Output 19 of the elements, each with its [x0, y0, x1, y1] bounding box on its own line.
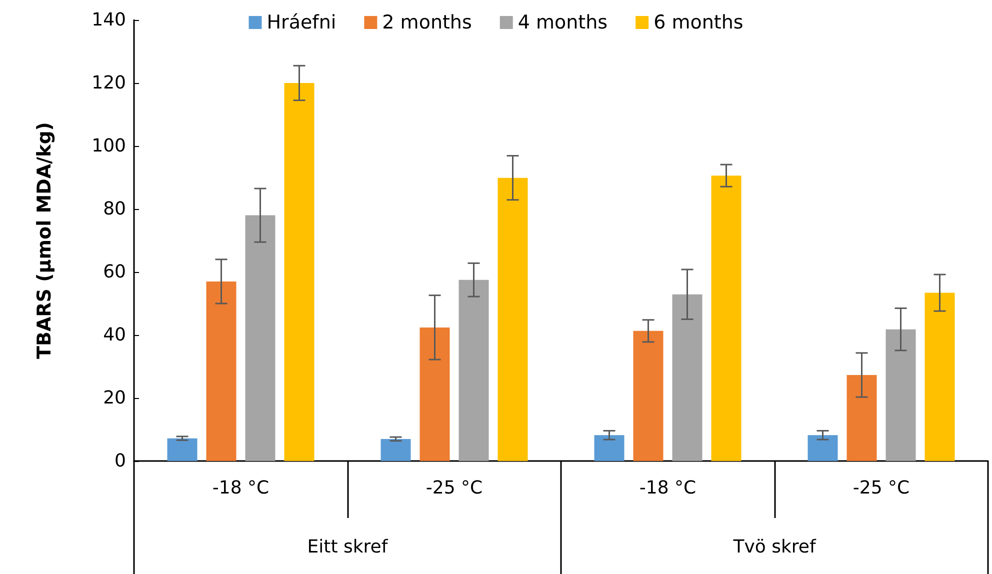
x-tick-label: -18 °C [639, 478, 696, 498]
y-tick-label: 0 [114, 450, 126, 472]
y-tick-label: 40 [103, 324, 126, 346]
legend-label: 6 months [654, 12, 744, 34]
legend-label: 2 months [382, 12, 472, 34]
y-tick-label: 20 [103, 388, 126, 408]
x-tick-label: -25 °C [426, 478, 483, 498]
y-axis-title: TBARS (µmol MDA/kg) [34, 122, 56, 359]
x-tick-label: -25 °C [852, 478, 910, 498]
y-tick-label: 140 [92, 10, 126, 30]
y-tick-label: 120 [92, 72, 126, 94]
y-tick-label: 60 [103, 262, 126, 282]
y-tick-label: 80 [103, 198, 126, 220]
text: Eitt skref [307, 536, 388, 558]
x-tick-label: -18 °C [212, 478, 270, 498]
legend-label: 4 months [518, 12, 608, 34]
legend-label: Hráefni [266, 12, 336, 34]
text: Tvö skref [732, 536, 816, 558]
y-tick-label: 100 [92, 136, 126, 156]
